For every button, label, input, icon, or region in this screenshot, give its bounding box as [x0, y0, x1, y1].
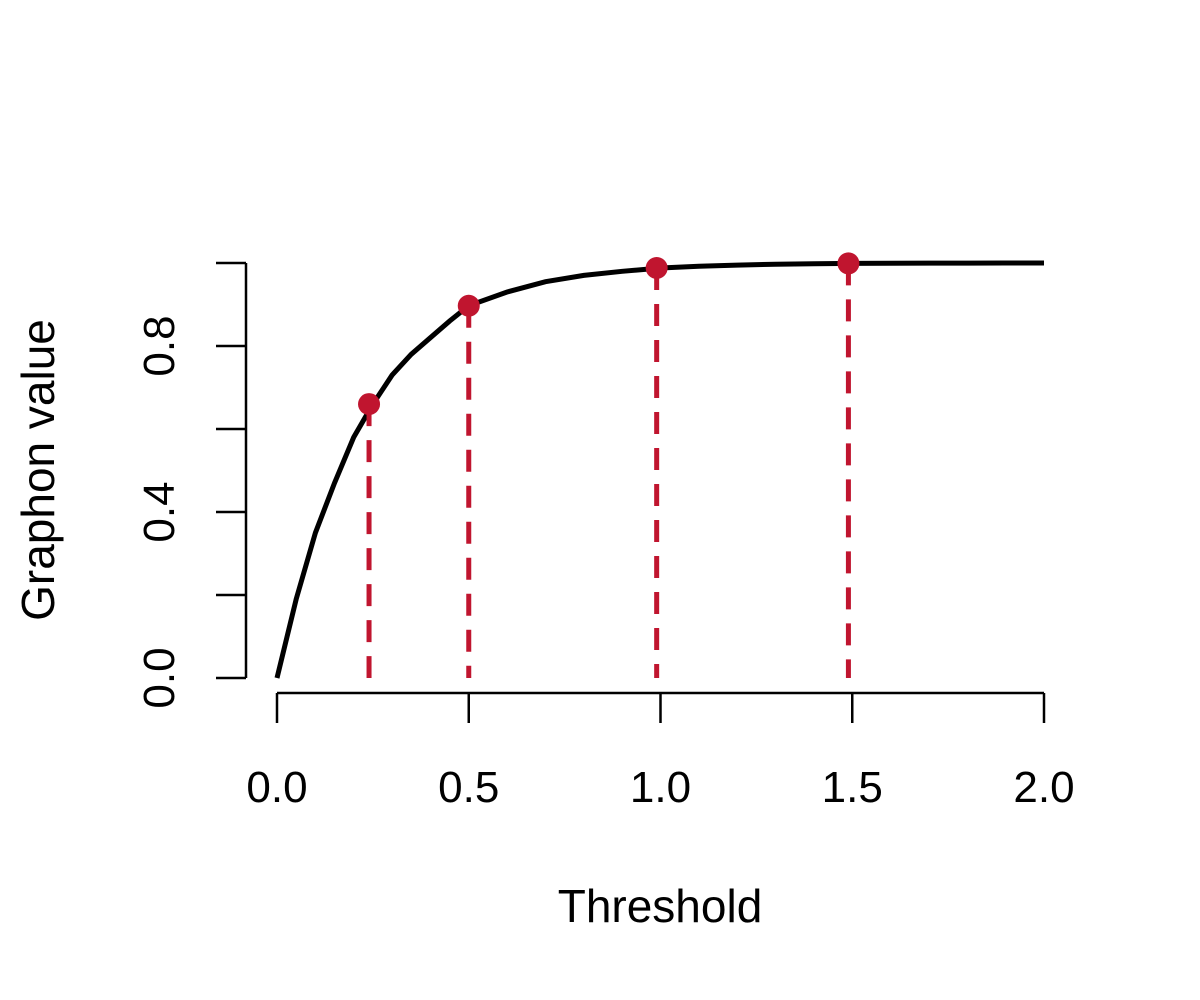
data-point — [837, 252, 860, 275]
y-tick-label: 0.0 — [135, 647, 184, 708]
data-point — [358, 393, 381, 416]
data-point — [457, 294, 480, 317]
x-tick-label: 1.0 — [630, 763, 691, 812]
y-tick-label: 0.8 — [135, 315, 184, 376]
x-tick-label: 1.5 — [822, 763, 883, 812]
x-axis: 0.0 0.5 1.0 1.5 2.0 — [246, 691, 1075, 812]
plot-area — [274, 252, 1044, 679]
y-axis-title: Graphon value — [12, 319, 64, 621]
x-tick-label: 0.5 — [438, 763, 499, 812]
y-tick-label: 0.4 — [135, 481, 184, 542]
x-tick-label: 2.0 — [1013, 763, 1074, 812]
y-axis: 0.0 0.4 0.8 — [135, 261, 248, 709]
data-point — [645, 256, 668, 279]
x-tick-label: 0.0 — [246, 763, 307, 812]
curve-line — [274, 260, 1044, 679]
x-axis-title: Threshold — [558, 880, 763, 932]
